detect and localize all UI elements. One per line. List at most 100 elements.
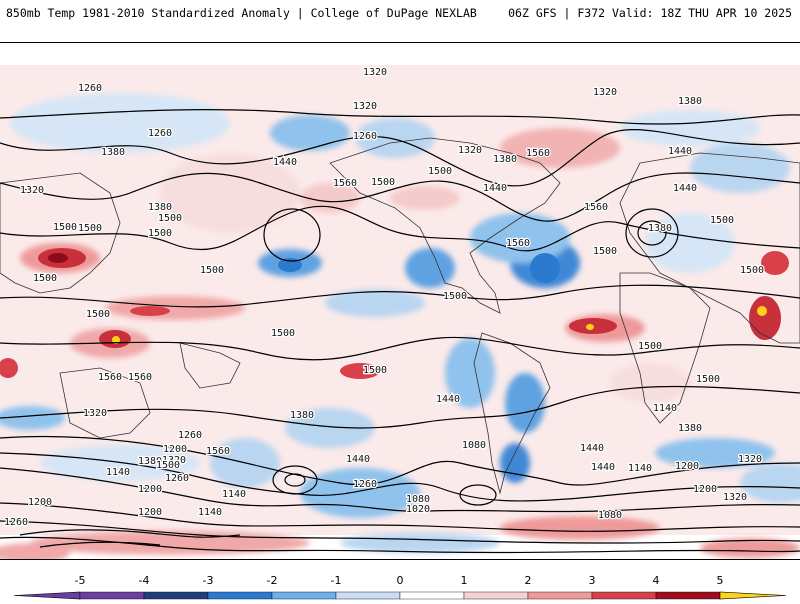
colorbar-blocks — [13, 591, 787, 600]
contour-label: 1260 — [148, 128, 172, 139]
colorbar-tick-label: 5 — [717, 574, 724, 587]
contour-label: 1380 — [101, 147, 125, 158]
contour-label: 1500 — [363, 365, 387, 376]
contour-label: 1320 — [738, 454, 762, 465]
contour-label: 1500 — [148, 228, 172, 239]
contour-label: 1200 — [138, 507, 162, 518]
contour-label: 1260 — [353, 131, 377, 142]
contour-label: 1260 — [78, 83, 102, 94]
colorbar-tick-label: 0 — [397, 574, 404, 587]
contour-label: 1500 — [638, 341, 662, 352]
contour-label: 1500 — [696, 374, 720, 385]
contour-label: 1140 — [198, 507, 222, 518]
colorbar-segment — [399, 591, 465, 600]
colorbar-segment — [79, 591, 145, 600]
contour-label: 1200 — [28, 497, 52, 508]
strong-anomaly-spots — [0, 248, 789, 379]
contour-label: 1140 — [106, 467, 130, 478]
contour-label: 1440 — [580, 443, 604, 454]
anomaly-map: 1320 1260 1320 1320 1380 1260 1380 1320 1560 1260… — [0, 42, 800, 560]
contour-label: 1500 — [428, 166, 452, 177]
contour-label: 1500 — [593, 246, 617, 257]
contour-label: 1560 — [506, 238, 530, 249]
colorbar-tick-label: -2 — [267, 574, 278, 587]
contour-label: 1200 — [163, 444, 187, 455]
contour-label: 1560 — [128, 372, 152, 383]
contour-label: 1560 — [98, 372, 122, 383]
contour-label: 1500 — [200, 265, 224, 276]
contour-label: 1320 — [20, 185, 44, 196]
contour-label: 1440 — [668, 146, 692, 157]
contour-label: 1320 — [593, 87, 617, 98]
contour-label: 1500 — [86, 309, 110, 320]
contour-label: 1500 — [443, 291, 467, 302]
contour-label: 1560 — [333, 178, 357, 189]
contour-label: 1500 — [710, 215, 734, 226]
contour-label: 1200 — [675, 461, 699, 472]
contour-label: 1200 — [693, 484, 717, 495]
contour-label: 1320 — [458, 145, 482, 156]
contour-label: 1440 — [273, 157, 297, 168]
contour-label: 1380 — [290, 410, 314, 421]
contour-label: 1500 — [33, 273, 57, 284]
height-contours — [0, 109, 800, 554]
contour-label: 1260 — [4, 517, 28, 528]
contour-label: 1320 — [363, 67, 387, 78]
colorbar-segment — [463, 591, 529, 600]
contour-label: 1380 — [493, 154, 517, 165]
contour-label: 1500 — [158, 213, 182, 224]
contour-label: 1500 — [53, 222, 77, 233]
map-title: 850mb Temp 1981-2010 Standardized Anomal… — [6, 6, 477, 20]
contour-label: 1380 — [678, 96, 702, 107]
contour-label: 1440 — [673, 183, 697, 194]
contour-label: 1500 — [371, 177, 395, 188]
colorbar: -5 -4 -3 -2 -1 0 1 2 3 4 5 — [0, 566, 800, 600]
contour-label: 1320 — [353, 101, 377, 112]
contour-label: 1260 — [165, 473, 189, 484]
colorbar-segment — [655, 591, 721, 600]
contour-label: 1320 — [723, 492, 747, 503]
colorbar-high-arrow — [719, 591, 787, 600]
contour-label: 1080 — [462, 440, 486, 451]
colorbar-tick-label: -3 — [203, 574, 214, 587]
colorbar-tick-label: -5 — [75, 574, 86, 587]
contour-label: 1260 — [178, 430, 202, 441]
contour-label: 1320 — [83, 408, 107, 419]
colorbar-tick-label: 1 — [461, 574, 468, 587]
contour-label: 1440 — [483, 183, 507, 194]
contour-label: 1140 — [628, 463, 652, 474]
colorbar-tick-label: 3 — [589, 574, 596, 587]
contour-label: 1260 — [353, 479, 377, 490]
colorbar-low-arrow — [13, 591, 81, 600]
contour-label: 1380 — [138, 456, 162, 467]
contour-label: 1440 — [591, 462, 615, 473]
contour-label: 1380 — [148, 202, 172, 213]
colorbar-segment — [591, 591, 657, 600]
contour-label: 1080 — [406, 494, 430, 505]
contour-label: 1380 — [648, 223, 672, 234]
contour-label: 1440 — [436, 394, 460, 405]
colorbar-tick-label: -1 — [331, 574, 342, 587]
colorbar-svg: -5 -4 -3 -2 -1 0 1 2 3 4 5 — [13, 574, 787, 600]
contour-label: 1500 — [740, 265, 764, 276]
contour-label: 1440 — [346, 454, 370, 465]
colorbar-segment — [207, 591, 273, 600]
colorbar-segment — [335, 591, 401, 600]
contour-label: 1380 — [678, 423, 702, 434]
colorbar-ticks: -5 -4 -3 -2 -1 0 1 2 3 4 5 — [75, 574, 724, 587]
contour-label: 1500 — [271, 328, 295, 339]
contour-label: 1020 — [406, 504, 430, 515]
colorbar-segment — [143, 591, 209, 600]
colorbar-tick-label: 2 — [525, 574, 532, 587]
contour-label: 1500 — [156, 460, 180, 471]
contour-label: 1560 — [584, 202, 608, 213]
coastlines — [0, 137, 800, 495]
contour-label: 1080 — [598, 510, 622, 521]
contour-label: 1140 — [653, 403, 677, 414]
colorbar-tick-label: 4 — [653, 574, 660, 587]
contour-label: 1200 — [138, 484, 162, 495]
colorbar-segment — [271, 591, 337, 600]
colorbar-segment — [527, 591, 593, 600]
